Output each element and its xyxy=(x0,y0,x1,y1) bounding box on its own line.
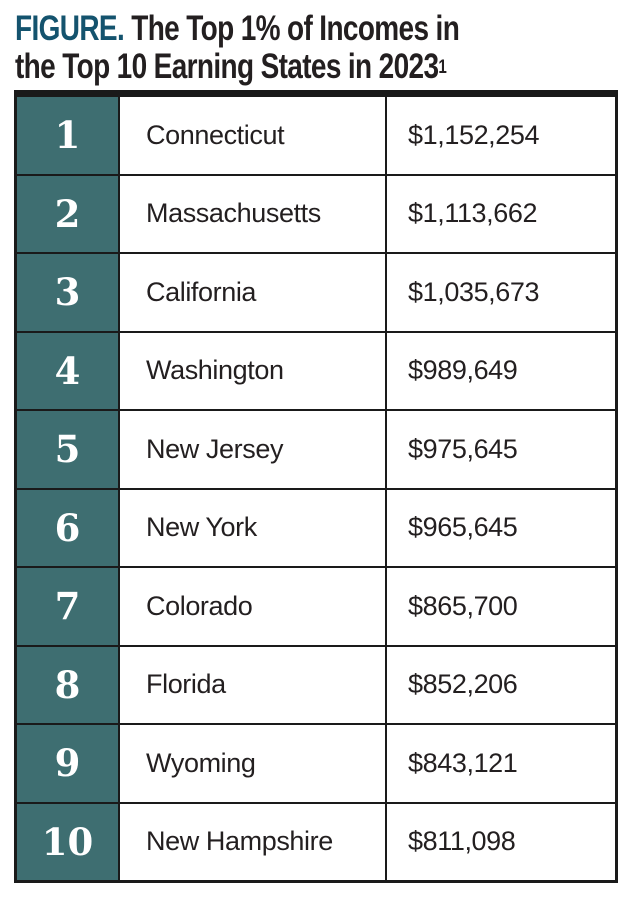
rank-cell: 1 xyxy=(17,97,120,174)
state-name: Connecticut xyxy=(146,119,285,150)
value-cell: $975,645 xyxy=(387,411,615,488)
rank-number: 2 xyxy=(54,191,81,236)
rank-number: 9 xyxy=(54,741,81,786)
state-name: New York xyxy=(146,512,257,543)
state-cell: California xyxy=(120,254,387,331)
rank-number: 10 xyxy=(41,819,94,864)
rank-cell: 3 xyxy=(17,254,120,331)
rank-cell: 5 xyxy=(17,411,120,488)
state-cell: New Hampshire xyxy=(120,803,387,880)
state-name: New Hampshire xyxy=(146,826,333,857)
state-name: New Jersey xyxy=(146,433,284,464)
table-row: 1 Connecticut $1,152,254 xyxy=(17,97,615,176)
state-cell: Florida xyxy=(120,646,387,723)
value-cell: $865,700 xyxy=(387,568,615,645)
rank-cell: 2 xyxy=(17,175,120,252)
state-cell: Connecticut xyxy=(120,97,387,174)
income-value: $1,113,662 xyxy=(408,198,538,229)
state-cell: New Jersey xyxy=(120,411,387,488)
value-cell: $965,645 xyxy=(387,490,615,567)
table-row: 7 Colorado $865,700 xyxy=(17,568,615,647)
rank-cell: 6 xyxy=(17,489,120,566)
rank-number: 3 xyxy=(54,270,81,315)
state-cell: New York xyxy=(120,489,387,566)
table-row: 4 Washington $989,649 xyxy=(17,332,615,411)
rank-cell: 10 xyxy=(17,803,120,880)
value-cell: $843,121 xyxy=(387,725,615,802)
value-cell: $1,152,254 xyxy=(387,97,615,174)
table-row: 2 Massachusetts $1,113,662 xyxy=(17,175,615,254)
state-cell: Wyoming xyxy=(120,725,387,802)
figure-title: FIGURE. The Top 1% of Incomes in the Top… xyxy=(15,9,460,86)
value-cell: $811,098 xyxy=(387,804,615,881)
income-value: $865,700 xyxy=(408,590,518,621)
rank-number: 6 xyxy=(54,505,81,550)
rank-number: 8 xyxy=(54,662,81,707)
value-cell: $852,206 xyxy=(387,647,615,724)
table-row: 9 Wyoming $843,121 xyxy=(17,725,615,804)
state-name: Colorado xyxy=(146,590,253,621)
rank-cell: 7 xyxy=(17,568,120,645)
income-value: $852,206 xyxy=(408,669,518,700)
income-value: $811,098 xyxy=(408,826,516,857)
table-row: 3 California $1,035,673 xyxy=(17,254,615,333)
rank-number: 5 xyxy=(54,427,81,472)
state-name: California xyxy=(146,276,257,307)
rank-number: 7 xyxy=(54,584,81,629)
state-cell: Washington xyxy=(120,332,387,409)
rank-cell: 4 xyxy=(17,332,120,409)
rank-cell: 9 xyxy=(17,725,120,802)
figure-label: FIGURE. xyxy=(15,9,125,48)
value-cell: $1,113,662 xyxy=(387,176,615,253)
state-cell: Massachusetts xyxy=(120,175,387,252)
income-value: $989,649 xyxy=(408,355,518,386)
value-cell: $1,035,673 xyxy=(387,254,615,331)
state-name: Wyoming xyxy=(146,747,256,778)
table-row: 5 New Jersey $975,645 xyxy=(17,411,615,490)
value-cell: $989,649 xyxy=(387,333,615,410)
title-line2: the Top 10 Earning States in 2023 xyxy=(15,47,439,86)
state-name: Washington xyxy=(146,355,284,386)
income-rank-table: 1 Connecticut $1,152,254 2 Massachusetts… xyxy=(14,90,618,883)
rank-number: 1 xyxy=(54,113,81,158)
rank-number: 4 xyxy=(54,348,81,393)
rank-cell: 8 xyxy=(17,646,120,723)
income-value: $843,121 xyxy=(408,747,518,778)
state-cell: Colorado xyxy=(120,568,387,645)
income-value: $975,645 xyxy=(408,433,518,464)
footnote-marker: 1 xyxy=(438,57,447,78)
income-value: $1,152,254 xyxy=(408,119,540,150)
table-row: 10 New Hampshire $811,098 xyxy=(17,803,615,881)
income-value: $1,035,673 xyxy=(408,276,540,307)
title-line1: The Top 1% of Incomes in xyxy=(131,9,460,48)
state-name: Massachusetts xyxy=(146,198,321,229)
income-value: $965,645 xyxy=(408,512,518,543)
state-name: Florida xyxy=(146,669,226,700)
table-row: 8 Florida $852,206 xyxy=(17,646,615,725)
table-row: 6 New York $965,645 xyxy=(17,489,615,568)
